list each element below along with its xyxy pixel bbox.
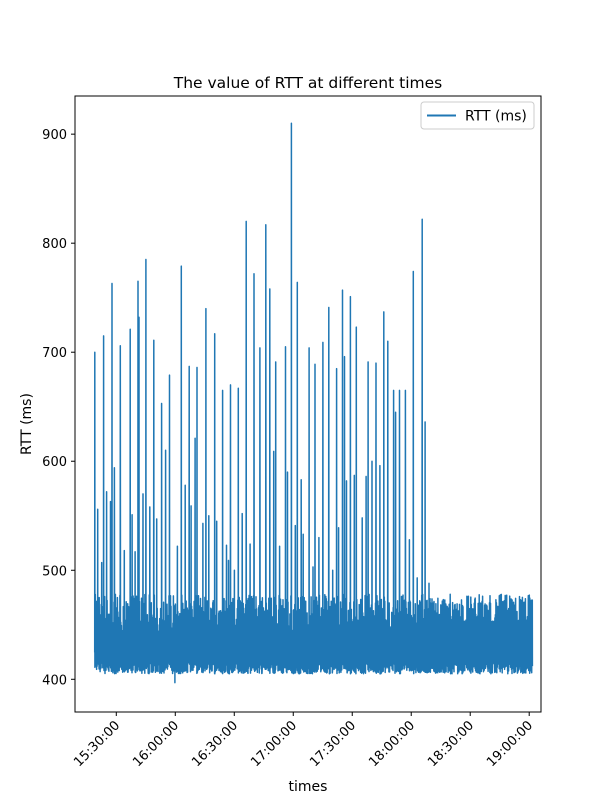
x-tick-label: 15:30:00 (71, 718, 123, 770)
y-tick-label: 700 (42, 346, 67, 361)
x-tick-label: 18:30:00 (425, 718, 477, 770)
y-tick-label: 800 (42, 237, 67, 252)
x-tick-label: 17:30:00 (307, 718, 359, 770)
legend: RTT (ms) (420, 101, 535, 130)
y-tick-label: 500 (42, 564, 67, 579)
y-tick-label: 900 (42, 128, 67, 143)
plot-frame (74, 95, 542, 713)
series-line-rtt (93, 122, 534, 684)
x-tick-label: 17:00:00 (248, 718, 300, 770)
y-axis-label: RTT (ms) (19, 393, 35, 455)
chart-title: The value of RTT at different times (173, 74, 442, 92)
legend-label: RTT (ms) (465, 109, 527, 125)
series-layer (93, 122, 534, 684)
x-tick-label: 16:30:00 (189, 718, 241, 770)
x-tick-label: 19:00:00 (484, 718, 536, 770)
x-tick-label: 16:00:00 (130, 718, 182, 770)
y-tick-label: 400 (42, 673, 67, 688)
legend-box (420, 101, 535, 130)
x-axis-label: times (289, 779, 328, 795)
y-tick-label: 600 (42, 455, 67, 470)
x-tick-label: 18:00:00 (366, 718, 418, 770)
